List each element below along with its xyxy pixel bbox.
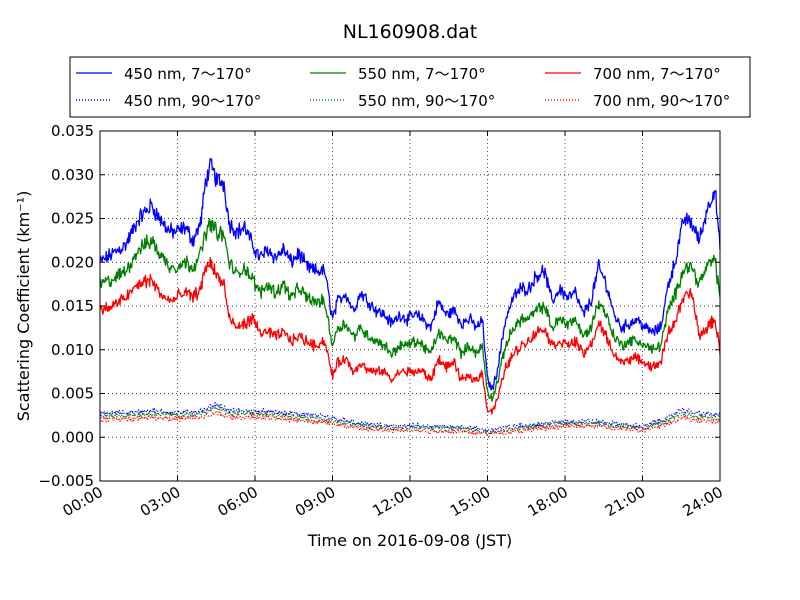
series-line-550-nm-7-170 <box>99 218 721 402</box>
x-tick-label: 24:00 <box>680 483 726 520</box>
x-tick-label: 15:00 <box>447 483 493 520</box>
series-line-700-nm-7-170 <box>99 257 721 415</box>
legend-label: 550 nm, 7～170° <box>358 65 486 83</box>
legend: 450 nm, 7～170° 450 nm, 90～170° 550 nm, 7～1… <box>69 56 751 118</box>
series-layer <box>99 157 721 437</box>
x-tick-label: 12:00 <box>370 483 416 520</box>
x-tick-label: 03:00 <box>137 483 183 520</box>
y-tick-label: 0.010 <box>51 341 94 359</box>
legend-label: 700 nm, 7～170° <box>593 65 721 83</box>
y-tick-label: 0.030 <box>51 166 94 184</box>
chart-title: NL160908.dat <box>343 21 478 43</box>
x-axis-label: Time on 2016-09-08 (JST) <box>307 531 512 550</box>
y-tick-label: 0.005 <box>51 385 94 403</box>
y-tick-label: −0.005 <box>38 472 94 490</box>
x-tick-label: 09:00 <box>292 483 338 520</box>
y-tick-label: 0.015 <box>51 297 94 315</box>
y-tick-label: 0.020 <box>51 253 94 271</box>
y-tick-label: 0.000 <box>51 428 94 446</box>
y-axis-label: Scattering Coefficient (km⁻¹) <box>14 191 33 422</box>
legend-label: 450 nm, 90～170° <box>124 92 261 110</box>
series-line-550-nm-90-170-dotted <box>99 405 721 435</box>
x-tick-label: 21:00 <box>602 483 648 520</box>
legend-frame <box>69 56 751 118</box>
grid <box>100 131 720 481</box>
y-tick-label: 0.035 <box>51 122 94 140</box>
series-line-700-nm-90-170-dotted <box>99 410 721 437</box>
x-tick-label: 18:00 <box>525 483 571 520</box>
y-tick-label: 0.025 <box>51 210 94 228</box>
series-line-450-nm-90-170-dotted <box>99 402 721 433</box>
series-line-450-nm-7-170 <box>99 157 721 391</box>
x-tick-label: 06:00 <box>215 483 261 520</box>
legend-label: 450 nm, 7～170° <box>124 65 252 83</box>
legend-label: 700 nm, 90～170° <box>593 92 730 110</box>
legend-label: 550 nm, 90～170° <box>358 92 495 110</box>
